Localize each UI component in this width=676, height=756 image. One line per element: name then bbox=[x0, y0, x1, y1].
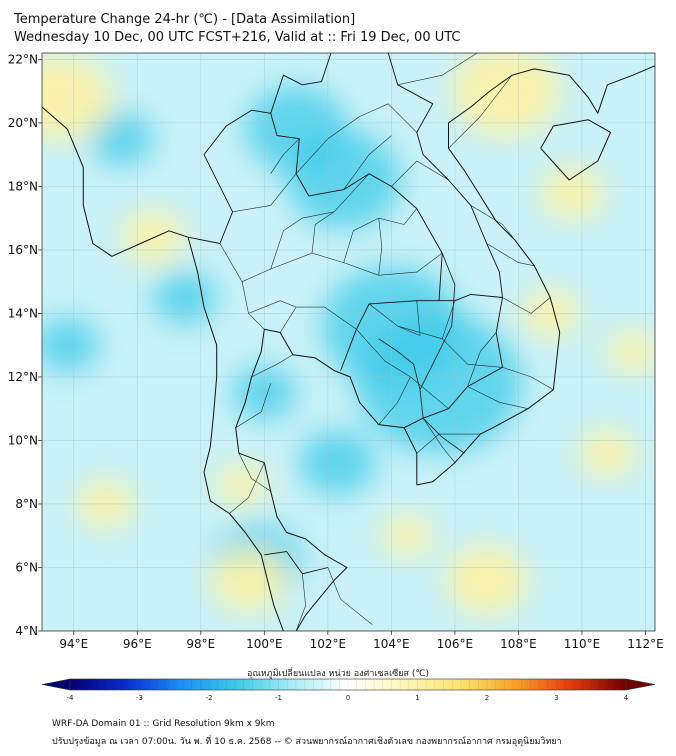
warm-anomaly bbox=[607, 329, 655, 374]
colorbar-tick-label: 2 bbox=[485, 694, 489, 702]
country-border bbox=[340, 300, 439, 371]
province-border bbox=[248, 300, 297, 314]
province-border bbox=[356, 329, 449, 409]
warm-anomaly bbox=[451, 53, 560, 137]
coastline bbox=[235, 65, 655, 631]
coastline bbox=[540, 119, 611, 181]
warm-anomaly bbox=[216, 463, 268, 507]
warm-anomaly bbox=[121, 210, 185, 265]
province-border bbox=[502, 297, 551, 314]
colorbar-tick-label: 1 bbox=[415, 694, 419, 702]
lon-tick-label: 102°E bbox=[310, 637, 347, 651]
lat-tick-label: 12°N bbox=[8, 370, 38, 384]
province-border bbox=[327, 567, 373, 625]
lon-tick-label: 106°E bbox=[437, 637, 474, 651]
cool-anomaly bbox=[245, 86, 347, 173]
province-border bbox=[251, 354, 294, 378]
map-frame bbox=[41, 52, 656, 632]
province-border bbox=[311, 211, 335, 254]
lon-tick-label: 110°E bbox=[564, 637, 601, 651]
map-plot-group bbox=[42, 53, 655, 631]
province-border bbox=[441, 300, 503, 368]
lat-tick-label: 4°N bbox=[15, 624, 38, 638]
colorbar-tick-label: 3 bbox=[554, 694, 558, 702]
province-border bbox=[467, 332, 497, 387]
province-border bbox=[397, 53, 478, 86]
map-title: Temperature Change 24-hr (℃) - [Data Ass… bbox=[14, 12, 356, 27]
lon-tick-label: 94°E bbox=[59, 637, 88, 651]
lon-tick-label: 104°E bbox=[373, 637, 410, 651]
warm-anomaly bbox=[445, 545, 528, 616]
lat-tick-label: 8°N bbox=[15, 497, 38, 511]
country-border bbox=[387, 53, 503, 298]
country-border bbox=[264, 551, 329, 575]
graticule bbox=[42, 53, 655, 631]
colorbar-tick-label: 0 bbox=[346, 694, 350, 702]
province-border bbox=[232, 173, 297, 213]
province-border bbox=[378, 376, 411, 425]
coastline bbox=[42, 106, 284, 631]
province-border bbox=[378, 218, 383, 276]
map-area: 94°E 96°E 98°E 100°E 102°E 104°E 106°E 108°E 110… bbox=[8, 52, 664, 651]
lon-tick-label: 108°E bbox=[500, 637, 537, 651]
province-border bbox=[219, 243, 443, 282]
lon-tick-label: 112°E bbox=[627, 637, 664, 651]
colorbar-gradient bbox=[69, 678, 627, 691]
colorbar-min-extension bbox=[41, 678, 71, 691]
lat-tick-label: 16°N bbox=[8, 243, 38, 257]
province-border bbox=[279, 306, 357, 333]
warm-anomaly bbox=[540, 165, 605, 220]
lat-tick-label: 14°N bbox=[8, 306, 38, 320]
lon-tick-label: 96°E bbox=[123, 637, 152, 651]
lat-tick-label: 20°N bbox=[8, 116, 38, 130]
province-border bbox=[295, 573, 306, 631]
colorbar-title: อุณหภูมิเปลี่ยนแปลง หน่วย องศาเซลเซียส (… bbox=[246, 669, 430, 679]
lat-tick-label: 18°N bbox=[8, 179, 38, 193]
lon-tick-label: 98°E bbox=[186, 637, 215, 651]
warm-anomaly bbox=[578, 428, 636, 478]
warm-anomaly bbox=[42, 54, 112, 141]
warm-anomaly bbox=[381, 514, 433, 558]
colorbar-tick-label: -2 bbox=[206, 694, 213, 702]
map-svg: 94°E 96°E 98°E 100°E 102°E 104°E 106°E 108°E 110… bbox=[8, 52, 664, 651]
province-border bbox=[467, 386, 529, 409]
cool-anomaly bbox=[42, 318, 100, 373]
warm-anomaly bbox=[210, 547, 287, 613]
province-border bbox=[229, 462, 265, 514]
colorbar-tick-label: -4 bbox=[67, 694, 75, 702]
country-border bbox=[270, 113, 503, 429]
province-border bbox=[397, 300, 421, 336]
river-line bbox=[378, 338, 421, 390]
province-border bbox=[486, 243, 535, 267]
province-border bbox=[502, 367, 554, 390]
province-border bbox=[448, 75, 513, 149]
lon-tick-label: 100°E bbox=[246, 637, 283, 651]
colorbar-max-extension bbox=[625, 678, 656, 691]
footer-credits: ปรับปรุงข้อมูล ณ เวลา 07:00น. วัน พ. ที่… bbox=[52, 737, 562, 747]
colorbar-tick-label: -1 bbox=[275, 694, 282, 702]
cool-anomaly bbox=[299, 430, 376, 496]
lat-tick-label: 22°N bbox=[8, 52, 38, 66]
footer-model-info: WRF-DA Domain 01 :: Grid Resolution 9km … bbox=[52, 719, 275, 729]
map-subtitle: Wednesday 10 Dec, 00 UTC FCST+216, Valid… bbox=[14, 30, 461, 45]
province-border bbox=[235, 383, 271, 428]
province-border bbox=[391, 160, 449, 187]
province-border bbox=[422, 418, 456, 463]
province-border bbox=[270, 173, 370, 270]
lat-tick-label: 6°N bbox=[15, 560, 38, 574]
colorbar: -4 -3 -2 -1 0 1 2 3 4 bbox=[41, 678, 656, 702]
province-border bbox=[343, 135, 392, 190]
country-border bbox=[188, 53, 332, 244]
province-border bbox=[238, 453, 271, 492]
province-border bbox=[270, 138, 300, 174]
province-border bbox=[470, 205, 516, 241]
river-line bbox=[419, 252, 465, 454]
lat-tick-label: 10°N bbox=[8, 433, 38, 447]
colorbar-tick-label: -3 bbox=[136, 694, 143, 702]
province-border bbox=[295, 103, 418, 174]
colorbar-tick-label: 4 bbox=[624, 694, 629, 702]
